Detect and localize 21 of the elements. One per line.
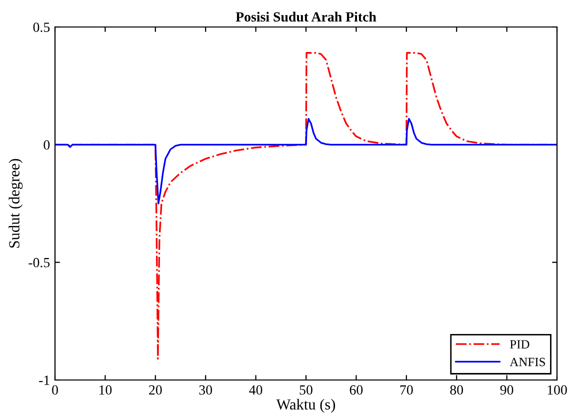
- x-tick-label: 100: [548, 385, 567, 395]
- x-tick-label: 90: [500, 385, 514, 395]
- line-series: [55, 118, 557, 204]
- y-tick-label: -0.5: [28, 258, 50, 268]
- x-tick-label: 70: [400, 385, 413, 395]
- legend-label: PID: [510, 340, 530, 348]
- chart-title: Posisi Sudut Arah Pitch: [236, 12, 376, 22]
- x-tick-label: 50: [300, 385, 312, 395]
- x-tick-label: 30: [199, 385, 212, 395]
- y-tick-label: 0: [44, 140, 50, 150]
- legend-label: ANFIS: [510, 358, 545, 366]
- x-axis-title: Waktu (s): [276, 398, 336, 413]
- x-tick-label: 0: [52, 385, 58, 395]
- x-tick-label: 20: [149, 385, 162, 395]
- y-axis-title: Sudut (degree): [8, 158, 23, 248]
- x-tick-label: 80: [450, 385, 464, 395]
- x-tick-label: 10: [99, 385, 112, 395]
- y-tick-label: -1: [39, 376, 50, 385]
- y-tick-label: 0.5: [33, 22, 50, 32]
- x-tick-label: 40: [249, 385, 262, 395]
- x-tick-label: 60: [350, 385, 363, 395]
